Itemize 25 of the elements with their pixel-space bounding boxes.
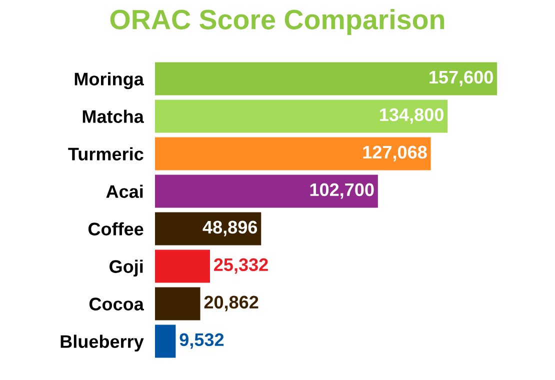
chart-title: ORAC Score Comparison bbox=[110, 9, 444, 35]
y-tick-label: Turmeric bbox=[68, 147, 144, 160]
data-label: 134,800 bbox=[380, 108, 444, 124]
data-label: 9,532 bbox=[180, 333, 224, 349]
bar bbox=[155, 62, 498, 96]
y-tick-label: Cocoa bbox=[89, 298, 144, 310]
bar bbox=[155, 212, 262, 246]
data-label: 48,896 bbox=[202, 220, 258, 236]
bar bbox=[155, 174, 378, 208]
y-tick-label: Acai bbox=[106, 184, 143, 198]
y-tick-label: Blueberry bbox=[60, 334, 144, 352]
data-label: 157,600 bbox=[430, 70, 493, 86]
y-tick-label: Matcha bbox=[82, 110, 144, 123]
data-label: 127,068 bbox=[363, 146, 427, 162]
bar bbox=[155, 137, 431, 170]
bar bbox=[155, 100, 448, 133]
bar bbox=[155, 250, 210, 283]
y-tick-label: Moringa bbox=[74, 72, 144, 90]
bar bbox=[155, 324, 176, 358]
data-label: 102,700 bbox=[310, 183, 374, 199]
bar bbox=[155, 287, 200, 320]
data-label: 20,862 bbox=[204, 296, 258, 312]
y-tick-label: Coffee bbox=[88, 222, 144, 236]
y-tick-label: Goji bbox=[110, 260, 143, 277]
data-label: 25,332 bbox=[214, 258, 268, 274]
